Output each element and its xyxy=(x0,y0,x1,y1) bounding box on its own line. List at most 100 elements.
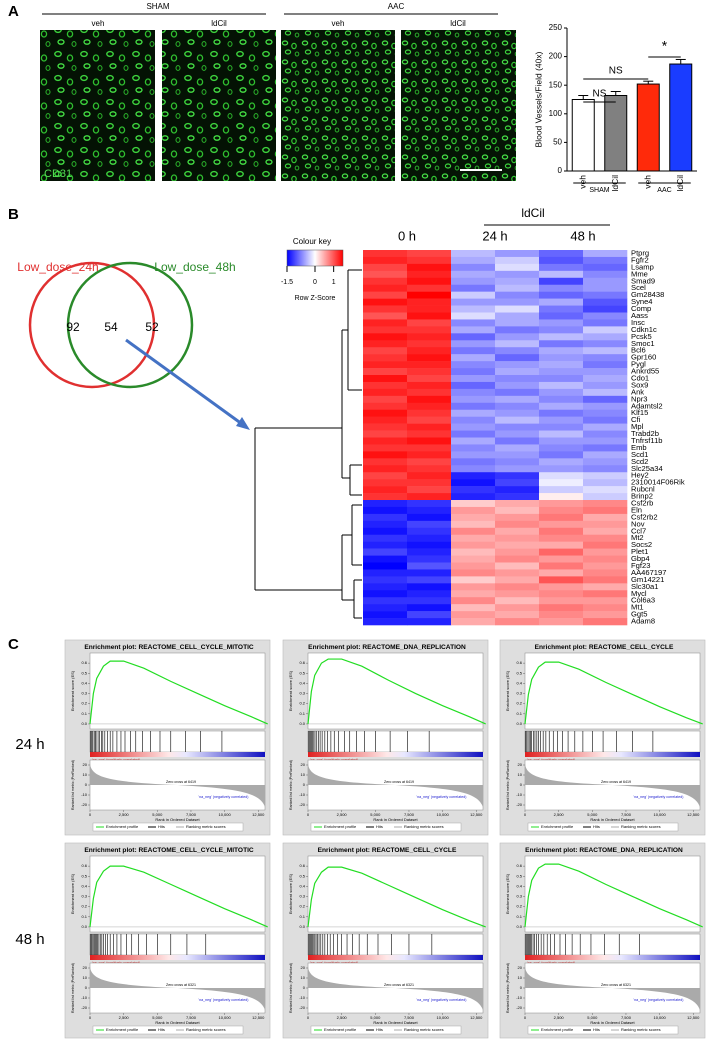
es-tick-label: 0.0 xyxy=(299,721,305,726)
gene-label: Scd1 xyxy=(631,450,648,459)
es-tick-label: 0.5 xyxy=(516,873,522,878)
heatmap-cell xyxy=(495,451,540,459)
heatmap-cell xyxy=(583,416,628,424)
legend-box xyxy=(310,1025,462,1035)
heatmap-cell xyxy=(539,368,584,376)
heatmap-cell xyxy=(363,569,408,577)
column-label: 48 h xyxy=(570,228,595,243)
heatmap-cell xyxy=(363,444,408,452)
es-panel xyxy=(524,855,701,933)
metric-tick-label: 10 xyxy=(83,772,88,777)
heatmap-cell xyxy=(539,402,584,411)
heatmap-cell xyxy=(363,590,408,598)
gene-label: Mycl xyxy=(631,589,647,598)
heatmap-cell xyxy=(363,381,408,390)
es-tick-label: 0.2 xyxy=(299,904,305,909)
es-tick-label: 0.4 xyxy=(516,883,522,888)
heatmap-cell xyxy=(495,618,540,626)
heatmap-cell xyxy=(363,319,408,327)
micrograph xyxy=(40,30,155,181)
x-tick-label: 5,000 xyxy=(370,812,381,817)
gsea-plot: Enrichment plot: REACTOME_DNA_REPLICATIO… xyxy=(282,639,489,836)
x-axis-label: Rank in Ordered Dataset xyxy=(590,817,635,822)
heatmap-cell xyxy=(539,298,584,306)
legend-label: Enrichment profile xyxy=(324,824,357,829)
es-tick-label: 0.0 xyxy=(516,721,522,726)
heatmap-cell xyxy=(407,562,452,570)
heatmap-cell xyxy=(583,256,628,265)
heatmap-cell xyxy=(495,291,540,299)
heatmap-cell xyxy=(363,291,408,299)
heatmap-cell xyxy=(363,402,408,411)
heatmap-cell xyxy=(363,548,408,556)
heatmap-cell xyxy=(451,347,496,355)
rank-color-bar xyxy=(308,955,483,960)
es-tick-label: 0.3 xyxy=(516,894,522,899)
heatmap-cell xyxy=(363,277,408,286)
heatmap-cell xyxy=(583,458,628,466)
heatmap-cell xyxy=(407,479,452,487)
heatmap-cell xyxy=(495,465,540,473)
heatmap-cell xyxy=(495,312,540,320)
gene-label: Gpr160 xyxy=(631,353,656,362)
legend-label: Hits xyxy=(376,824,383,829)
metric-axis-label: Ranked list metric (PreRanked) xyxy=(289,963,293,1013)
heatmap-cell xyxy=(495,590,540,598)
gene-label: Bcl6 xyxy=(631,346,646,355)
es-tick-label: 0.4 xyxy=(81,680,87,685)
heatmap-cell xyxy=(583,361,628,369)
ranking-metric-area xyxy=(90,967,265,1010)
metric-axis-label: Ranked list metric (PreRanked) xyxy=(506,760,510,810)
es-tick-label: 0.3 xyxy=(299,691,305,696)
legend-box xyxy=(527,822,679,832)
es-tick-label: 0.0 xyxy=(299,924,305,929)
metric-tick-label: -20 xyxy=(299,1005,306,1010)
heatmap-cell xyxy=(363,298,408,306)
legend-label: Hits xyxy=(376,1027,383,1032)
significance-label: * xyxy=(662,38,668,54)
heatmap-cell xyxy=(451,611,496,619)
heatmap-cell xyxy=(495,541,540,549)
heatmap-cell xyxy=(539,486,584,494)
heatmap-cell xyxy=(407,465,452,473)
venn-circle xyxy=(28,261,156,389)
heatmap-cell xyxy=(407,437,452,445)
enrichment-curve xyxy=(89,865,268,928)
heatmap-cell xyxy=(539,361,584,369)
gene-label: Eln xyxy=(631,505,642,514)
metric-tick-label: -10 xyxy=(81,995,88,1000)
heatmap-cell xyxy=(407,486,452,494)
x-tick-label: 10,000 xyxy=(653,812,666,817)
heatmap-cell xyxy=(407,305,452,313)
heatmap-cell xyxy=(495,375,540,383)
legend-label: Ranking metric scores xyxy=(621,1027,661,1032)
heatmap-cell xyxy=(407,298,452,306)
x-tick-label: 2,500 xyxy=(337,812,348,817)
heatmap-cell xyxy=(363,375,408,383)
heatmap-cell xyxy=(495,250,540,258)
gene-label: Ggt5 xyxy=(631,610,647,619)
gene-label: Npr3 xyxy=(631,394,647,403)
heatmap-cell xyxy=(583,298,628,306)
heatmap-cell xyxy=(495,458,540,466)
es-tick-label: 0.6 xyxy=(516,863,522,868)
x-axis-label: Rank in Ordered Dataset xyxy=(590,1020,635,1025)
legend-label: Hits xyxy=(158,824,165,829)
es-tick-label: 0.3 xyxy=(81,894,87,899)
x-tick-label: 0 xyxy=(89,812,92,817)
rank-color-bar xyxy=(525,752,700,757)
heatmap-cell xyxy=(407,319,452,327)
heatmap-cell xyxy=(451,333,496,341)
arrow-head xyxy=(236,417,250,430)
heatmap-cell xyxy=(495,506,540,515)
heatmap-cell xyxy=(539,493,584,501)
heatmap-cell xyxy=(451,479,496,487)
heatmap-cell xyxy=(495,611,540,619)
x-tick-label: 12,500 xyxy=(687,812,700,817)
image-label: ldCil xyxy=(211,19,227,28)
x-tick-label: 10,000 xyxy=(218,812,231,817)
gsea-plot: Enrichment plot: REACTOME_CELL_CYCLE_MIT… xyxy=(64,639,271,836)
es-tick-label: 0.2 xyxy=(516,904,522,909)
heatmap-cell xyxy=(451,562,496,570)
key-tick-label: 0 xyxy=(313,279,317,286)
